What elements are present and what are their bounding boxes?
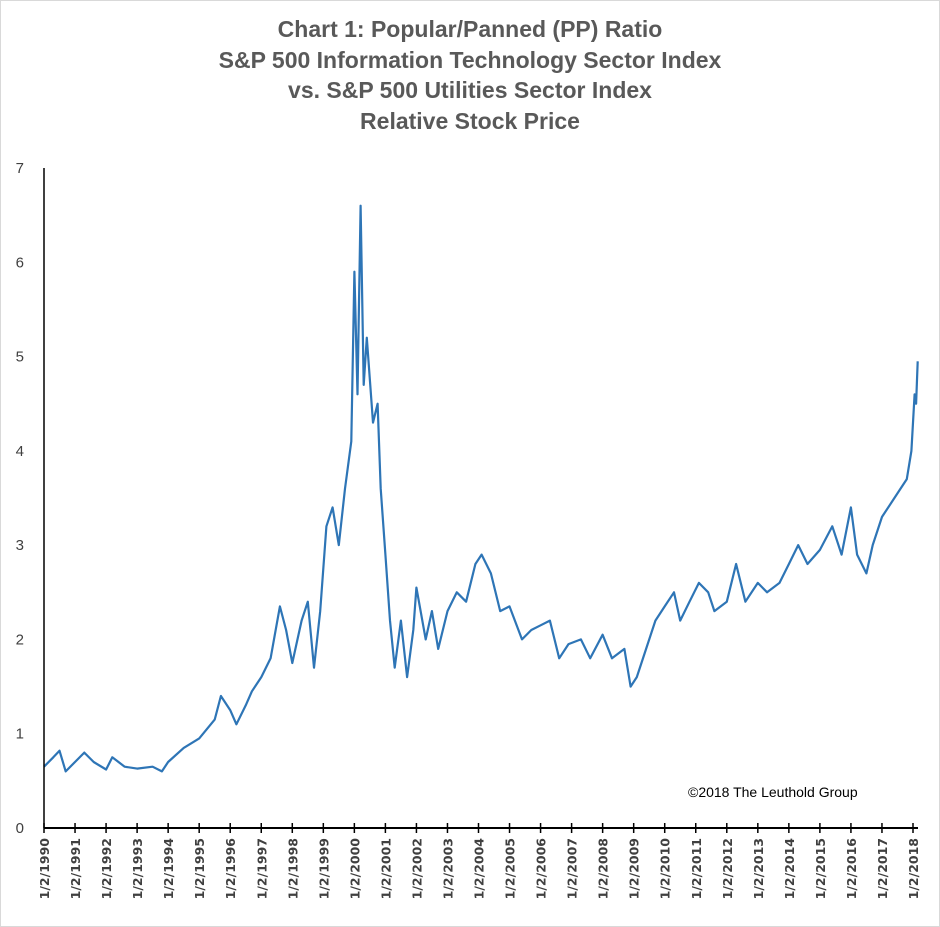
x-tick-label: 1/2/2007 (565, 838, 580, 899)
x-tick-label: 1/2/2017 (875, 838, 890, 899)
title-line-1: Chart 1: Popular/Panned (PP) Ratio (277, 16, 663, 42)
title-line-3: vs. S&P 500 Utilities Sector Index (288, 77, 652, 103)
x-tick-label: 1/2/2003 (440, 838, 455, 899)
copyright-annotation: ©2018 The Leuthold Group (688, 784, 858, 800)
y-tick-label: 0 (16, 820, 24, 837)
x-tick-label: 1/2/2004 (472, 838, 487, 900)
x-tick-label: 1/2/2016 (844, 838, 859, 900)
x-tick-label: 1/2/1997 (254, 838, 269, 899)
x-tick-label: 1/2/2009 (627, 838, 642, 899)
x-tick-label: 1/2/2015 (813, 838, 828, 899)
x-tick-label: 1/2/2006 (534, 838, 549, 900)
x-tick-label: 1/2/2000 (347, 838, 362, 900)
series-line (43, 204, 919, 773)
y-tick-label: 7 (16, 160, 24, 177)
title-line-4: Relative Stock Price (360, 107, 580, 134)
x-tick-label: 1/2/2001 (378, 838, 393, 899)
x-tick-label: 1/2/2013 (751, 838, 766, 899)
x-tick-label: 1/2/1994 (161, 838, 176, 900)
x-tick-label: 1/2/2018 (906, 838, 921, 899)
x-tick-label: 1/2/2010 (658, 838, 673, 900)
chart-title: Chart 1: Popular/Panned (PP) Ratio S&P 5… (0, 14, 940, 136)
x-tick-label: 1/2/2012 (720, 838, 735, 899)
y-tick-label: 6 (16, 254, 24, 271)
x-tick-label: 1/2/2008 (596, 838, 611, 899)
y-tick-label: 4 (16, 443, 24, 460)
x-tick-label: 1/2/1995 (192, 838, 207, 899)
x-tick-label: 1/2/1990 (37, 838, 52, 900)
x-tick-label: 1/2/1996 (223, 838, 238, 900)
x-tick-label: 1/2/1999 (316, 838, 331, 899)
x-tick-label: 1/2/2002 (409, 838, 424, 899)
x-tick-label: 1/2/2005 (503, 838, 518, 899)
y-tick-label: 2 (16, 631, 24, 648)
title-line-2: S&P 500 Information Technology Sector In… (218, 46, 722, 73)
x-tick-label: 1/2/1998 (285, 838, 300, 899)
x-tick-label: 1/2/1993 (130, 838, 145, 899)
x-tick-label: 1/2/2011 (689, 838, 704, 899)
y-tick-label: 3 (16, 537, 24, 554)
y-tick-label: 5 (16, 349, 24, 366)
x-tick-label: 1/2/1991 (68, 838, 83, 899)
x-tick-label: 1/2/1992 (99, 838, 114, 899)
y-tick-label: 1 (16, 726, 24, 743)
x-tick-label: 1/2/2014 (782, 838, 797, 900)
